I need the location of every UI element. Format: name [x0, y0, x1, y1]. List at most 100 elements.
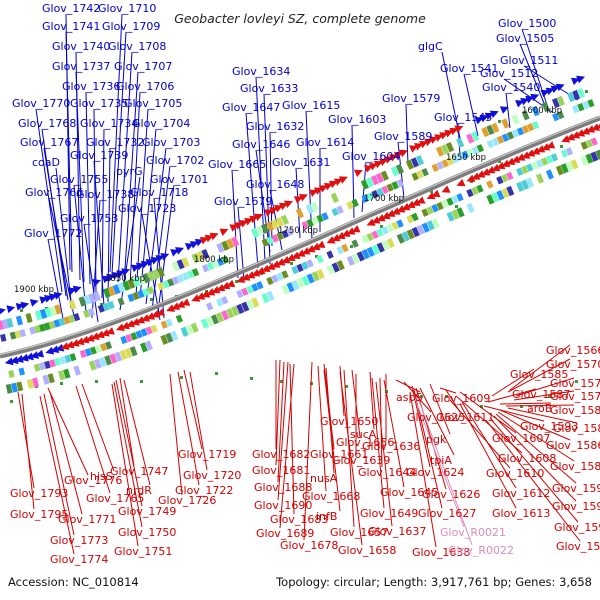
position-tick [420, 395, 423, 398]
feature-band [145, 340, 153, 351]
feature-band [336, 205, 344, 214]
feature-band [466, 133, 475, 144]
position-marker-label: 1650 kbp [446, 153, 486, 163]
plus-strand-gene-label: Glov_1735 [70, 97, 128, 110]
feature-band [210, 314, 219, 325]
minus-strand-gene-label: Glov_1720 [183, 469, 241, 482]
leader-line [101, 128, 105, 299]
feature-band [386, 223, 394, 233]
feature-band [336, 246, 344, 255]
feature-band [341, 243, 349, 253]
position-marker-label: 1600 kbp [522, 106, 562, 116]
leader-line [43, 147, 69, 301]
feature-band [311, 216, 319, 226]
feature-band [206, 261, 215, 271]
position-tick [180, 376, 183, 379]
feature-band [135, 330, 143, 339]
feature-band [11, 382, 18, 393]
minus-strand-gene-label: Glov_1678 [280, 539, 338, 552]
feature-band [221, 296, 229, 305]
gene-arrow [530, 93, 540, 102]
minus-strand-gene-label: Glov_1590 [552, 482, 600, 495]
minus-strand-gene-label: Glov_1639 [332, 454, 390, 467]
gene-arrow [336, 231, 346, 240]
minus-strand-gene-label: Glov_1609 [432, 392, 490, 405]
position-tick [498, 120, 501, 123]
gene-arrow [481, 168, 491, 176]
gene-arrow [581, 127, 591, 135]
gene-arrow [414, 143, 424, 151]
leader-line [497, 411, 575, 462]
gene-arrow [53, 291, 63, 300]
leader-line [419, 387, 455, 456]
feature-band [129, 346, 138, 357]
feature-band [440, 144, 450, 155]
feature-band [176, 274, 185, 283]
feature-band [406, 215, 414, 224]
minus-strand-gene-label: Glov_1719 [178, 448, 236, 461]
minus-strand-gene-label: pgk [426, 433, 447, 446]
feature-band [410, 157, 420, 168]
minus-strand-gene-label: Glov_1765 [86, 492, 144, 505]
gene-arrow [30, 351, 39, 359]
feature-band [577, 102, 585, 112]
gene-arrow [35, 349, 45, 358]
gene-arrow [160, 253, 170, 261]
feature-band [580, 141, 588, 150]
plus-strand-gene-label: Glov_1702 [146, 154, 204, 167]
feature-band [456, 193, 464, 202]
plus-strand-gene-label: Glov_1540 [482, 81, 540, 94]
plus-strand-gene-label: Glov_1739 [70, 149, 128, 162]
feature-band [471, 186, 479, 196]
feature-band [150, 324, 158, 333]
gene-arrow [226, 279, 236, 288]
plus-strand-gene-label: Glov_1707 [114, 60, 172, 73]
feature-band [545, 155, 554, 164]
gene-arrow [576, 75, 586, 84]
feature-band [351, 253, 360, 264]
minus-strand-gene-label: Glov_1645 [380, 486, 438, 499]
gene-arrow [55, 343, 65, 352]
feature-band [426, 206, 434, 215]
gene-arrow [236, 275, 246, 283]
gene-arrow [261, 264, 271, 273]
feature-band [69, 353, 77, 362]
feature-band [521, 165, 529, 174]
plus-strand-gene-label: Glov_1753 [60, 212, 118, 225]
gene-arrow [424, 138, 434, 147]
feature-band [43, 322, 51, 331]
gene-arrow [219, 228, 229, 236]
feature-band [68, 314, 76, 323]
feature-band [435, 146, 445, 157]
feature-band [157, 282, 165, 291]
feature-band [78, 296, 87, 307]
position-marker-label: 1700 kbp [364, 194, 404, 204]
gene-arrow [571, 131, 581, 139]
gene-arrow [399, 149, 408, 158]
position-marker-label: 1900 kbp [14, 285, 54, 295]
leader-line [123, 379, 151, 486]
leader-line [323, 369, 341, 512]
minus-strand-gene-label: Glov_1581 [553, 422, 600, 435]
feature-band [491, 137, 500, 147]
gene-arrow [156, 308, 166, 316]
plus-strand-gene-label: Glov_1742 [42, 2, 100, 15]
leader-line [441, 51, 461, 139]
feature-band [560, 163, 569, 174]
position-tick [345, 385, 348, 388]
feature-band [380, 170, 389, 181]
feature-band [585, 139, 593, 148]
leader-line [495, 413, 577, 484]
feature-band [375, 172, 384, 184]
gene-arrow [396, 205, 406, 213]
plus-strand-gene-label: Glov_1500 [498, 17, 556, 30]
feature-band [496, 135, 505, 144]
gene-arrow [136, 316, 145, 324]
feature-band [291, 265, 299, 275]
position-tick [280, 380, 283, 383]
feature-band [366, 232, 374, 242]
position-tick [548, 395, 551, 398]
gene-arrow [29, 299, 39, 307]
